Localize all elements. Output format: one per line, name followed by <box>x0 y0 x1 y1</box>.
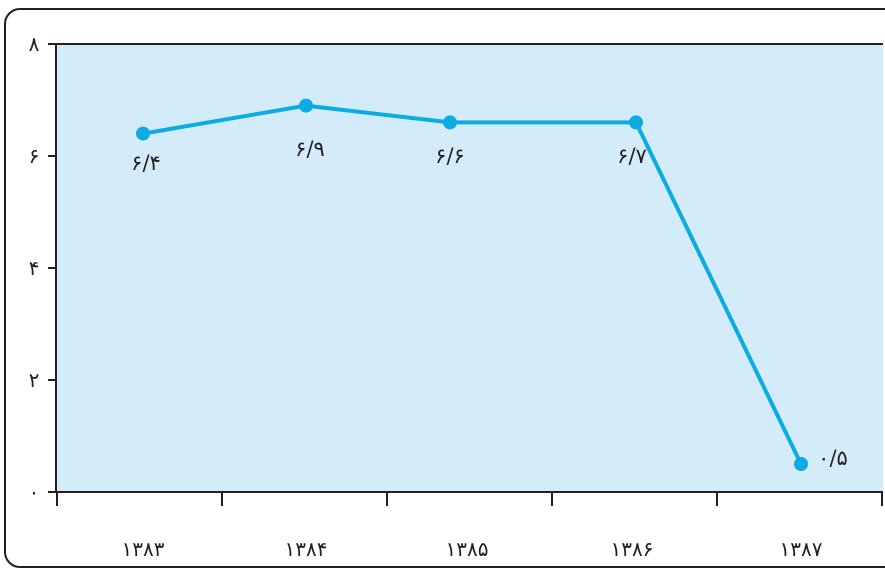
data-label: ۰/۵ <box>818 446 848 470</box>
data-point <box>299 98 313 113</box>
y-tick-label: ۶ <box>29 144 40 168</box>
plot-area <box>56 44 883 492</box>
data-labels: ۶/۴ ۶/۹ ۶/۶ ۶/۷ ۰/۵ <box>131 137 848 470</box>
data-point <box>443 115 457 130</box>
x-tick-label: ۱۳۸۵ <box>446 537 489 561</box>
y-tick-label: ۴ <box>29 256 40 280</box>
data-point <box>629 115 643 130</box>
x-axis-ticks: ۱۳۸۳ ۱۳۸۴ ۱۳۸۵ ۱۳۸۶ ۱۳۸۷ <box>56 492 883 561</box>
data-point <box>136 126 150 141</box>
data-label: ۶/۶ <box>435 144 465 168</box>
chart-frame <box>4 8 885 568</box>
data-label: ۶/۴ <box>131 151 161 175</box>
y-tick-label: ۸ <box>29 32 40 56</box>
data-label: ۶/۷ <box>617 144 647 168</box>
data-point <box>794 457 808 471</box>
y-axis-ticks: ۰ ۲ ۴ ۶ ۸ <box>29 32 56 504</box>
data-label: ۶/۹ <box>295 137 325 161</box>
y-tick-label: ۲ <box>29 368 40 392</box>
x-tick-label: ۱۳۸۳ <box>122 537 165 561</box>
x-tick-label: ۱۳۸۴ <box>285 537 328 561</box>
x-tick-label: ۱۳۸۶ <box>611 537 654 561</box>
y-tick-label: ۰ <box>29 480 40 504</box>
x-tick-label: ۱۳۸۷ <box>780 537 823 561</box>
data-points <box>136 98 808 471</box>
